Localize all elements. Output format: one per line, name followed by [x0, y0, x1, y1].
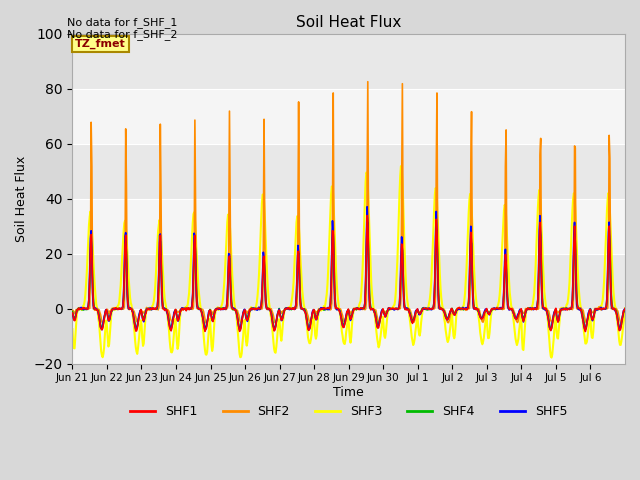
Text: No data for f_SHF_1: No data for f_SHF_1: [67, 17, 177, 28]
Bar: [72, 144, 625, 199]
Bar: [72, 254, 625, 309]
Bar: [72, 89, 625, 144]
Text: No data for f_SHF_2: No data for f_SHF_2: [67, 29, 178, 40]
Legend: SHF1, SHF2, SHF3, SHF4, SHF5: SHF1, SHF2, SHF3, SHF4, SHF5: [125, 400, 572, 423]
Bar: [72, 199, 625, 254]
X-axis label: Time: Time: [333, 386, 364, 399]
Title: Soil Heat Flux: Soil Heat Flux: [296, 15, 401, 30]
Bar: [72, 34, 625, 89]
Y-axis label: Soil Heat Flux: Soil Heat Flux: [15, 156, 28, 242]
Bar: [72, 309, 625, 364]
Text: TZ_fmet: TZ_fmet: [75, 39, 126, 49]
